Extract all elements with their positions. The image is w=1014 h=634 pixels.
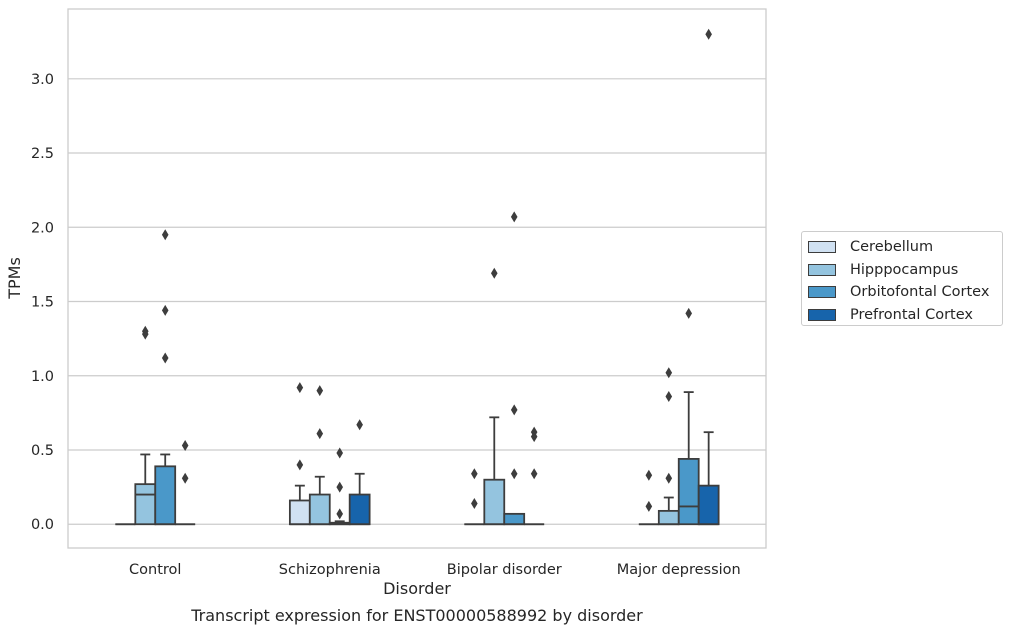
- outlier-point: [316, 385, 324, 397]
- x-tick-labels: Control Schizophrenia Bipolar disorder Majo…: [129, 562, 741, 578]
- outlier-point: [490, 267, 498, 279]
- box-hipppocampus: [134, 325, 157, 526]
- box-body: [697, 484, 720, 526]
- legend-label: Prefrontal Cortex: [850, 306, 973, 323]
- box-orbitofontal-cortex: [154, 229, 177, 526]
- box-groups: [115, 28, 720, 526]
- y-tick-label: 1.5: [31, 295, 54, 311]
- outlier-point: [181, 440, 189, 452]
- box-hipppocampus: [483, 267, 506, 526]
- y-tick-label: 2.5: [31, 146, 54, 162]
- legend-label: Cerebellum: [850, 239, 934, 256]
- outlier-point: [181, 472, 189, 484]
- y-tick-label: 0.5: [31, 443, 54, 459]
- x-tick-label: Control: [129, 562, 181, 578]
- x-axis-label: Disorder: [383, 579, 451, 598]
- box-hipppocampus: [308, 385, 331, 526]
- box-body: [288, 499, 311, 526]
- outlier-point: [665, 367, 673, 379]
- y-axis-label: TPMs: [5, 257, 24, 300]
- outlier-point: [336, 481, 344, 493]
- outlier-point: [161, 352, 169, 364]
- legend-swatch: [808, 308, 836, 321]
- legend-item: Prefrontal Cortex: [808, 304, 1002, 327]
- outlier-point: [296, 382, 304, 394]
- category-group: [115, 229, 196, 526]
- box-body: [154, 465, 177, 526]
- box-cerebellum: [288, 382, 311, 526]
- category-group: [288, 382, 371, 526]
- outlier-point: [510, 404, 518, 416]
- outlier-point: [336, 508, 344, 520]
- outlier-point: [296, 459, 304, 471]
- legend-item: Orbitofontal Cortex: [808, 281, 1002, 304]
- legend-swatch: [808, 241, 836, 254]
- outlier-point: [161, 304, 169, 316]
- box-cerebellum: [638, 469, 659, 526]
- category-group: [638, 28, 720, 526]
- outlier-point: [510, 468, 518, 480]
- outlier-point: [705, 28, 712, 40]
- grid-lines: [68, 78, 766, 525]
- outlier-point: [645, 469, 653, 481]
- box-prefrontal-cortex: [697, 28, 720, 526]
- outlier-point: [510, 211, 518, 223]
- y-tick-label: 2.0: [31, 220, 54, 236]
- legend-swatch: [808, 263, 836, 276]
- box-body: [677, 458, 700, 526]
- outlier-point: [356, 419, 363, 431]
- category-group: [464, 211, 545, 526]
- outlier-point: [665, 472, 673, 484]
- legend-item: Hipppocampus: [808, 259, 1002, 282]
- outlier-point: [530, 431, 538, 443]
- x-tick-label: Bipolar disorder: [447, 562, 562, 578]
- y-tick-labels: 0.0 0.5 1.0 1.5 2.0 2.5 3.0: [31, 72, 54, 533]
- outlier-point: [471, 497, 478, 509]
- outlier-point: [530, 468, 538, 480]
- box-cerebellum: [464, 468, 485, 526]
- legend-item: Cerebellum: [808, 236, 1002, 259]
- box-orbitofontal-cortex: [677, 307, 700, 526]
- box-body: [308, 493, 331, 526]
- x-tick-label: Schizophrenia: [279, 562, 381, 578]
- plot-frame: [67, 8, 767, 549]
- box-prefrontal-cortex: [348, 419, 371, 526]
- box-body: [134, 483, 157, 526]
- box-body: [503, 512, 526, 526]
- legend-swatch: [808, 286, 836, 299]
- box-prefrontal-cortex: [175, 440, 196, 526]
- outlier-point: [665, 391, 673, 403]
- box-body: [657, 509, 680, 526]
- y-tick-label: 3.0: [31, 72, 54, 88]
- outlier-point: [685, 307, 693, 319]
- y-tick-label: 0.0: [31, 517, 54, 533]
- box-body: [483, 478, 506, 526]
- outlier-point: [645, 500, 653, 512]
- outlier-point: [141, 328, 149, 340]
- box-orbitofontal-cortex: [503, 211, 526, 526]
- outlier-point: [316, 428, 324, 440]
- y-tick-label: 1.0: [31, 369, 54, 385]
- x-tick-label: Major depression: [617, 562, 741, 578]
- box-hipppocampus: [657, 367, 680, 526]
- outlier-point: [336, 447, 344, 459]
- outlier-point: [471, 468, 478, 480]
- box-prefrontal-cortex: [524, 426, 545, 526]
- legend-label: Orbitofontal Cortex: [850, 284, 990, 301]
- box-orbitofontal-cortex: [328, 447, 351, 526]
- legend: Cerebellum Hipppocampus Orbitofontal Cor…: [801, 231, 1003, 326]
- outlier-point: [161, 229, 169, 241]
- legend-label: Hipppocampus: [850, 261, 959, 278]
- box-body: [348, 493, 371, 526]
- figure-caption: Transcript expression for ENST0000058899…: [191, 606, 643, 625]
